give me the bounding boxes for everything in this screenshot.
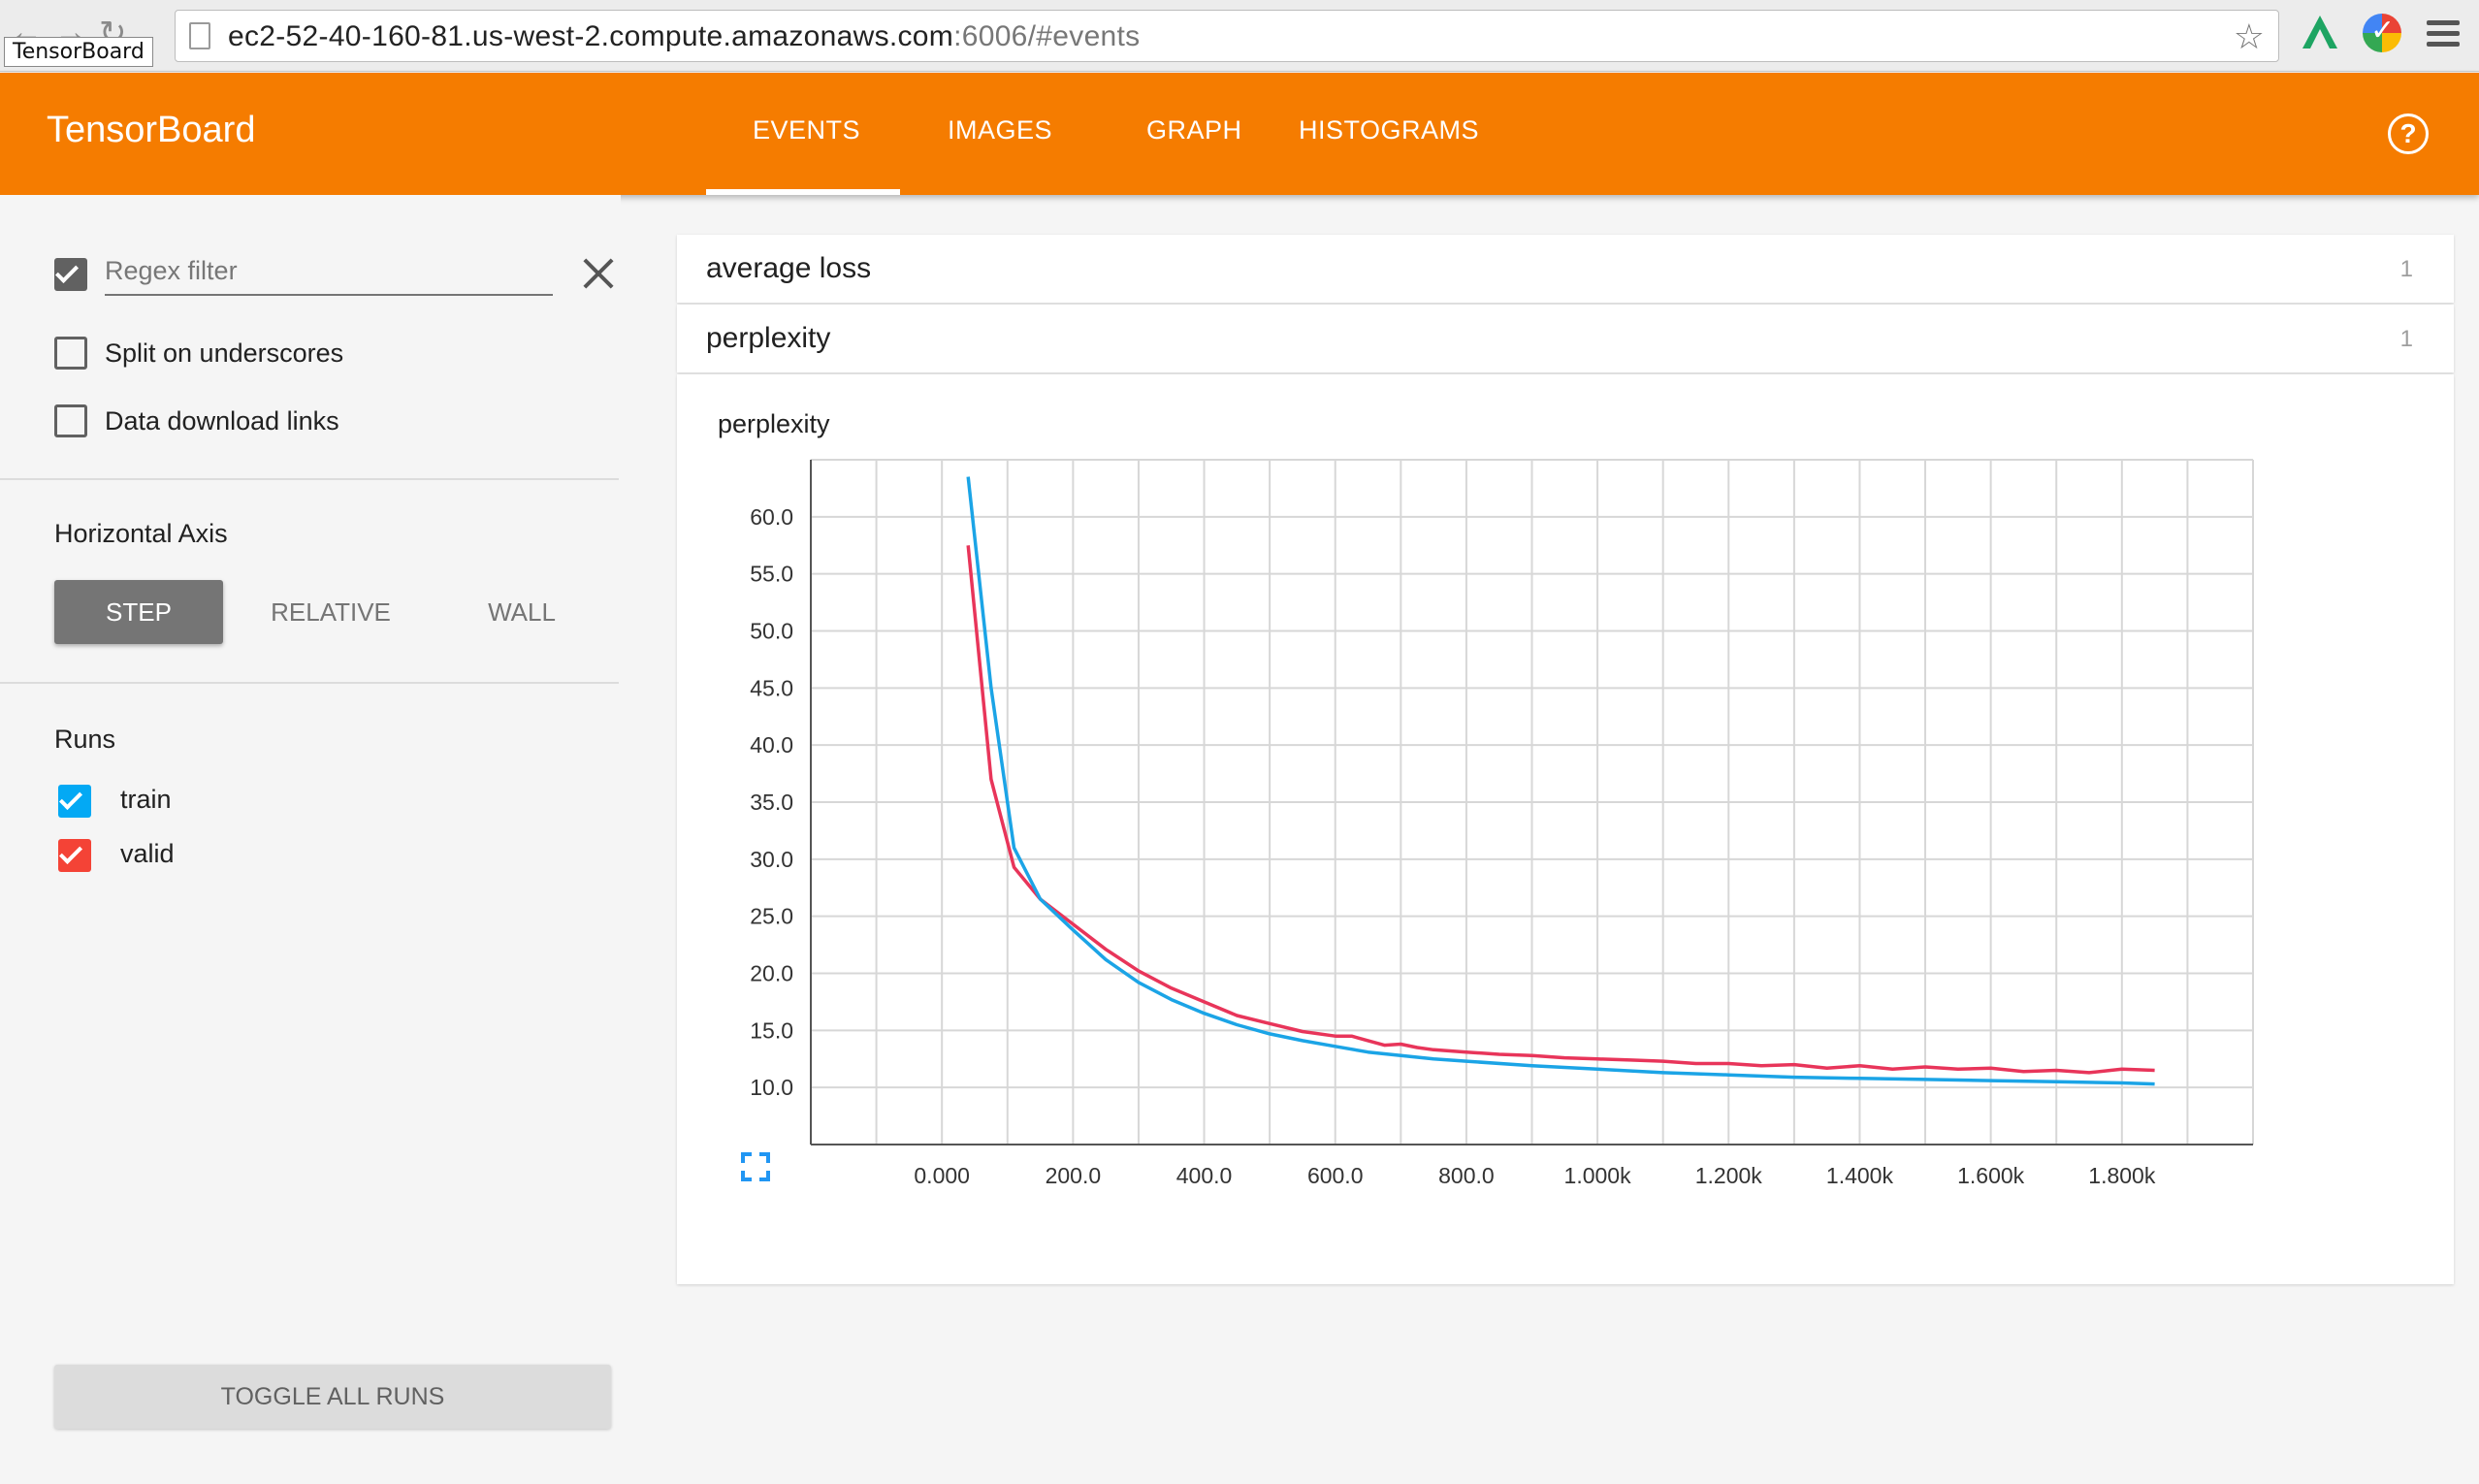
y-tick-label: 60.0: [750, 504, 793, 530]
run-checkbox-train[interactable]: [58, 785, 91, 818]
axis-step-button[interactable]: STEP: [54, 580, 223, 644]
tab-images[interactable]: IMAGES: [948, 115, 1053, 145]
url-host: ec2-52-40-160-81.us-west-2.compute.amazo…: [228, 20, 954, 52]
y-tick-label: 55.0: [750, 562, 793, 587]
tensorboard-header: TensorBoard EVENTS IMAGES GRAPH HISTOGRA…: [0, 73, 2479, 195]
address-bar[interactable]: ec2-52-40-160-81.us-west-2.compute.amazo…: [175, 10, 2279, 62]
run-label-train: train: [120, 785, 172, 814]
x-tick-label: 800.0: [1438, 1163, 1495, 1188]
perplexity-chart: 10.0 15.0 20.0 25.0 30.0 35.0 40.0 45.0 50.0 55.0…: [741, 459, 2254, 1188]
run-checkbox-valid[interactable]: [58, 839, 91, 872]
series-line-train: [966, 476, 2155, 1086]
x-tick-label: 1.000k: [1564, 1163, 1632, 1188]
category-perplexity[interactable]: perplexity 1: [677, 305, 2454, 372]
regex-checkbox[interactable]: [54, 258, 87, 291]
sidebar-divider: [0, 682, 619, 684]
bookmark-star-icon[interactable]: ☆: [2233, 16, 2265, 56]
run-label-valid: valid: [120, 839, 175, 868]
category-average-loss[interactable]: average loss 1: [677, 235, 2454, 303]
axis-wall-button[interactable]: WALL: [488, 597, 556, 627]
help-icon[interactable]: ?: [2388, 113, 2429, 154]
chart-card: perplexity 10.0 15.0 20.0 25.0 30.0 35.0 40.0 4…: [677, 374, 2454, 1284]
chrome-extension-icon[interactable]: [2363, 14, 2401, 52]
x-tick-label: 1.200k: [1695, 1163, 1763, 1188]
x-tick-label: 1.600k: [1957, 1163, 2025, 1188]
y-tick-label: 30.0: [750, 847, 793, 872]
category-name: average loss: [706, 252, 872, 284]
series-line-valid: [966, 545, 2155, 1075]
category-count: 1: [2399, 326, 2413, 352]
download-links-label: Data download links: [105, 406, 339, 436]
tab-events[interactable]: EVENTS: [753, 115, 861, 145]
browser-toolbar: ← → ↻ TensorBoard ec2-52-40-160-81.us-we…: [0, 0, 2479, 72]
tab-graph[interactable]: GRAPH: [1146, 115, 1242, 145]
download-links-checkbox[interactable]: [54, 404, 87, 437]
category-count: 1: [2399, 256, 2413, 282]
toggle-all-runs-button[interactable]: TOGGLE ALL RUNS: [54, 1365, 611, 1429]
sidebar-divider: [0, 478, 619, 480]
x-tick-label: 400.0: [1176, 1163, 1233, 1188]
close-icon[interactable]: [582, 257, 615, 290]
x-tick-label: 1.400k: [1826, 1163, 1894, 1188]
y-tick-label: 15.0: [750, 1017, 793, 1043]
chart-title: perplexity: [718, 409, 830, 438]
split-underscores-label: Split on underscores: [105, 339, 344, 368]
runs-title: Runs: [54, 725, 116, 754]
category-name: perplexity: [706, 322, 831, 354]
y-tick-label: 35.0: [750, 790, 793, 815]
y-tick-label: 20.0: [750, 961, 793, 986]
y-tick-label: 40.0: [750, 732, 793, 758]
url-text[interactable]: ec2-52-40-160-81.us-west-2.compute.amazo…: [228, 20, 1140, 53]
y-tick-label: 45.0: [750, 675, 793, 700]
split-underscores-checkbox[interactable]: [54, 337, 87, 370]
extension-icons: [2299, 14, 2460, 52]
browser-nav-buttons: ← → ↻: [10, 14, 127, 52]
page-icon: [189, 22, 210, 49]
drive-extension-icon[interactable]: [2299, 14, 2337, 52]
regex-filter-input[interactable]: [105, 247, 553, 296]
x-tick-label: 600.0: [1307, 1163, 1364, 1188]
sidebar: Split on underscores Data download links…: [0, 195, 621, 1484]
url-rest: :6006/#events: [953, 20, 1141, 52]
y-tick-label: 50.0: [750, 619, 793, 644]
horizontal-axis-title: Horizontal Axis: [54, 519, 228, 548]
y-tick-label: 10.0: [750, 1075, 793, 1100]
x-tick-label: 0.000: [914, 1163, 970, 1188]
axis-relative-button[interactable]: RELATIVE: [271, 597, 391, 627]
tab-tooltip: TensorBoard: [4, 37, 153, 67]
fit-domain-icon[interactable]: [741, 1152, 770, 1181]
active-tab-indicator: [706, 189, 900, 195]
x-tick-label: 1.800k: [2088, 1163, 2156, 1188]
tab-histograms[interactable]: HISTOGRAMS: [1299, 115, 1480, 145]
browser-menu-icon[interactable]: [2427, 19, 2460, 47]
app-title: TensorBoard: [47, 110, 256, 150]
x-tick-label: 200.0: [1046, 1163, 1102, 1188]
y-tick-label: 25.0: [750, 904, 793, 929]
